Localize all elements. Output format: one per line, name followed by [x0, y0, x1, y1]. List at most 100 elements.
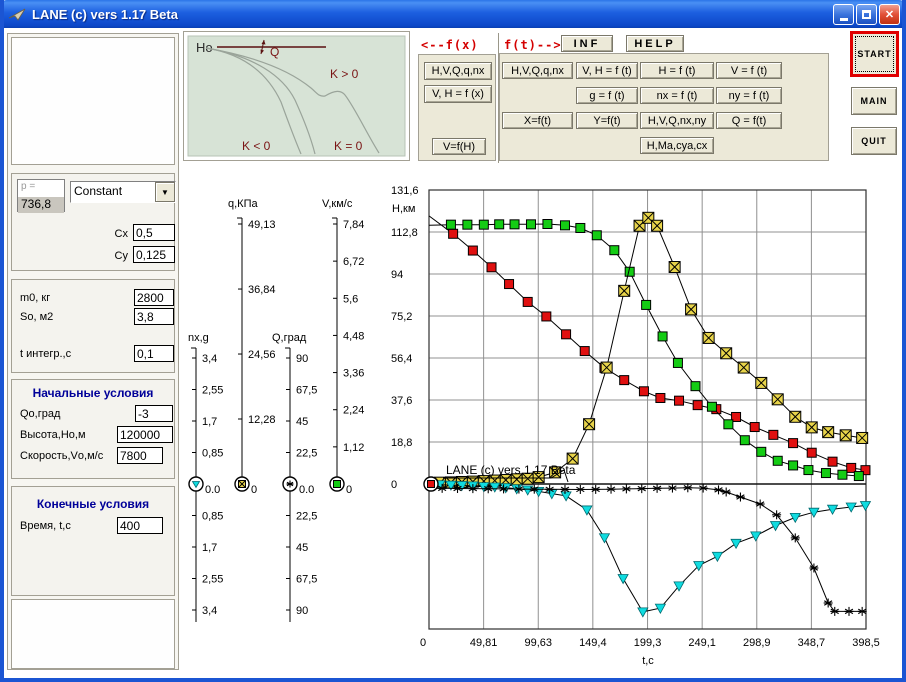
v0-label: Скорость,Vо,м/с	[20, 450, 104, 462]
svg-text:0.0: 0.0	[205, 484, 220, 496]
ft-button-ny-f-t-[interactable]: ny = f (t)	[716, 87, 782, 104]
mini-axis-q: q,КПа 49,13 36,84 24,56 12,28 0	[228, 198, 276, 496]
ft-button-h-ma-cya-cx[interactable]: H,Ma,cya,cx	[640, 137, 714, 154]
ft-button-h-v-q-q-nx[interactable]: H,V,Q,q,nx	[502, 62, 573, 79]
chart-annotation: LANE (c) vers 1.17 Beta	[446, 463, 576, 477]
svg-text:2,55: 2,55	[202, 385, 223, 397]
svg-text:0: 0	[346, 484, 352, 496]
fx-button-vh-fx[interactable]: V, H = f (x)	[424, 85, 492, 103]
svg-text:6,72: 6,72	[343, 256, 364, 268]
svg-text:H,км: H,км	[392, 203, 415, 215]
quit-button[interactable]: QUIT	[851, 127, 897, 155]
tint-label: t интегр.,с	[20, 348, 72, 360]
main-button[interactable]: MAIN	[851, 87, 897, 115]
left-column: p = 736,8 Constant ▼ Cx Cy m0, кг So, м2…	[7, 33, 179, 670]
ft-button-h-f-t-[interactable]: H = f (t)	[640, 62, 714, 79]
svg-text:0: 0	[251, 484, 257, 496]
cx-label: Cx	[114, 228, 128, 240]
cy-field[interactable]	[133, 246, 175, 263]
so-field[interactable]	[134, 308, 174, 325]
svg-text:K = 0: K = 0	[334, 139, 363, 153]
minimize-button[interactable]	[833, 4, 854, 25]
time-label: Время, t,с	[20, 520, 71, 532]
svg-text:199,3: 199,3	[634, 637, 662, 649]
svg-text:22,5: 22,5	[296, 448, 317, 460]
start-button-frame: START	[850, 31, 899, 77]
ft-button-v-h-f-t-[interactable]: V, H = f (t)	[576, 62, 638, 79]
inf-button[interactable]: INF	[561, 35, 613, 52]
h0-field[interactable]	[117, 426, 173, 443]
ft-button-q-f-t-[interactable]: Q = f(t)	[716, 112, 782, 129]
svg-text:7,84: 7,84	[343, 219, 364, 231]
svg-text:3,4: 3,4	[202, 353, 217, 365]
help-button[interactable]: HELP	[626, 35, 684, 52]
series-Q	[428, 483, 867, 616]
close-button[interactable]: ✕	[879, 4, 900, 25]
pressure-label: p =	[18, 180, 64, 197]
svg-text:37,6: 37,6	[391, 395, 412, 407]
app-icon	[8, 8, 26, 21]
svg-text:0,85: 0,85	[202, 511, 223, 523]
svg-text:18,8: 18,8	[391, 437, 412, 449]
svg-text:24,56: 24,56	[248, 349, 276, 361]
ft-button-x-f-t-[interactable]: X=f(t)	[502, 112, 573, 129]
fx-button-hvqqnx[interactable]: H,V,Q,q,nx	[424, 62, 492, 80]
initial-conditions-groupbox: Начальные условия Qo,град Высота,Но,м Ск…	[11, 379, 175, 479]
svg-text:0.0: 0.0	[299, 484, 314, 496]
aero-groupbox: p = 736,8 Constant ▼ Cx Cy	[11, 173, 176, 271]
v0-field[interactable]	[117, 447, 163, 464]
m0-field[interactable]	[134, 289, 174, 306]
output-listbox[interactable]	[11, 37, 175, 165]
m0-label: m0, кг	[20, 292, 51, 304]
svg-text:0: 0	[420, 637, 426, 649]
start-button[interactable]: START	[855, 36, 894, 72]
q0-field[interactable]	[135, 405, 173, 422]
time-field[interactable]	[117, 517, 163, 534]
ft-section-label: f(t)-->	[504, 38, 562, 52]
reentry-sketch: Ho Q K > 0 K < 0 K = 0	[187, 35, 406, 157]
ft-button-nx-f-t-[interactable]: nx = f (t)	[640, 87, 714, 104]
svg-text:75,2: 75,2	[391, 311, 412, 323]
window-title: LANE (c) vers 1.17 Beta	[32, 6, 178, 22]
client-area: 131,6 112,8 94 75,2 56,4 37,6 18,8 0 H,км 0 49,81 9…	[4, 28, 902, 678]
so-label: So, м2	[20, 311, 54, 323]
series-nx	[428, 480, 872, 618]
title-bar[interactable]: LANE (c) vers 1.17 Beta ✕	[4, 0, 902, 28]
mini-axis-V: V,км/с 7,84 6,72 5,6 4,48 3,36 2,24 1,12 0	[322, 198, 364, 496]
ft-button-v-f-t-[interactable]: V = f (t)	[716, 62, 782, 79]
mass-groupbox: m0, кг So, м2 t интегр.,с	[11, 279, 175, 373]
svg-text:nx,g: nx,g	[188, 332, 209, 344]
svg-text:90: 90	[296, 605, 308, 617]
mini-axis-Q: Q,град 90 67,5 45 22,5 22,5 45 67,5 90 0.0	[272, 332, 317, 622]
maximize-button[interactable]	[856, 4, 877, 25]
final-conditions-groupbox: Конечные условия Время, t,с	[11, 486, 175, 596]
chevron-down-icon[interactable]: ▼	[155, 182, 175, 202]
tint-field[interactable]	[134, 345, 174, 362]
svg-text:249,1: 249,1	[688, 637, 716, 649]
cx-field[interactable]	[133, 224, 175, 241]
model-dropdown[interactable]: Constant ▼	[70, 181, 176, 203]
svg-text:22,5: 22,5	[296, 511, 317, 523]
bottom-empty-box	[11, 599, 175, 669]
svg-text:K > 0: K > 0	[330, 67, 359, 81]
svg-text:t,c: t,c	[642, 655, 654, 667]
svg-text:4,48: 4,48	[343, 330, 364, 342]
reentry-sketch-box: Ho Q K > 0 K < 0 K = 0	[183, 31, 410, 161]
svg-text:36,84: 36,84	[248, 284, 276, 296]
ft-button-g-f-t-[interactable]: g = f (t)	[576, 87, 638, 104]
ft-button-y-f-t-[interactable]: Y=f(t)	[576, 112, 638, 129]
svg-text:45: 45	[296, 416, 308, 428]
svg-text:149,4: 149,4	[579, 637, 607, 649]
ft-button-h-v-q-nx-ny[interactable]: H,V,Q,nx,ny	[640, 112, 714, 129]
svg-text:3,4: 3,4	[202, 605, 217, 617]
svg-text:V,км/с: V,км/с	[322, 198, 353, 210]
svg-text:1,7: 1,7	[202, 542, 217, 554]
fx-button-v-fh[interactable]: V=f(H)	[432, 138, 486, 155]
svg-text:1,7: 1,7	[202, 416, 217, 428]
mini-axis-nx: nx,g 3,4 2,55 1,7 0,85 0,85 1,7 2,55 3,4 0.0	[188, 332, 223, 622]
fx-section-label: <--f(x)	[421, 38, 479, 52]
final-conditions-title: Конечные условия	[36, 497, 150, 511]
svg-text:348,7: 348,7	[798, 637, 826, 649]
